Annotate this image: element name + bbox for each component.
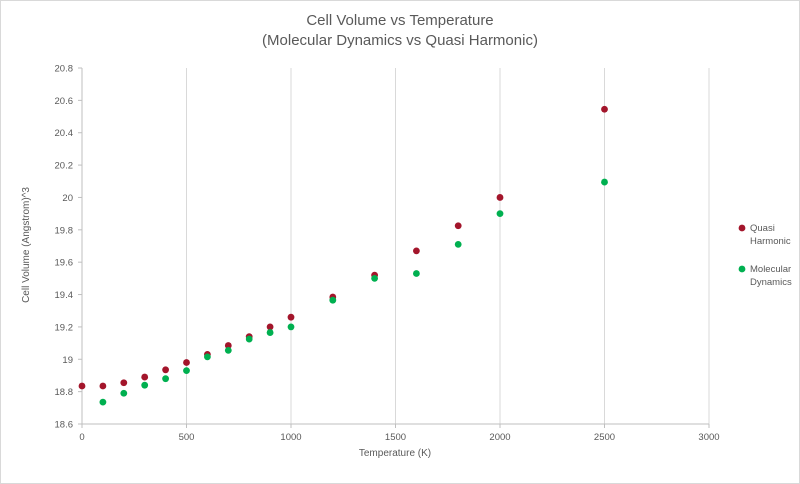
y-tick-label: 20.2 [55,161,74,172]
y-tick-label: 20.8 [55,64,74,75]
point-molecular-dynamics [120,389,128,397]
point-quasi-harmonic [78,382,86,390]
axes [78,67,710,428]
point-molecular-dynamics [99,398,107,406]
x-tick-label: 2500 [594,432,615,443]
point-quasi-harmonic [413,247,420,255]
x-tick-label: 3000 [698,432,719,443]
chart-title: Cell Volume vs Temperature [306,12,494,29]
x-tick-label: 500 [179,432,195,443]
point-quasi-harmonic [162,366,170,374]
point-quasi-harmonic [120,379,128,387]
y-tick-label: 19.8 [55,225,74,236]
point-molecular-dynamics [266,329,274,336]
y-tick-labels: 18.6 18.8 19 19.2 19.4 19.6 19.8 20 20.2 20.4 20.6… [55,64,74,431]
point-molecular-dynamics [224,346,232,354]
point-molecular-dynamics [413,270,420,277]
y-tick-label: 20.6 [55,96,74,107]
legend: Quasi Harmonic Molecular Dynamics [738,223,792,288]
y-tick-label: 20.4 [55,128,74,139]
point-molecular-dynamics [329,296,337,304]
point-quasi-harmonic [266,323,274,331]
legend-label-quasi-harmonic: Quasi [750,223,775,234]
point-quasi-harmonic [287,313,295,321]
point-molecular-dynamics [601,178,608,186]
y-tick-label: 19 [62,355,73,366]
point-molecular-dynamics [496,210,504,218]
y-tick-label: 18.6 [55,420,74,431]
gridlines [186,68,710,424]
x-tick-label: 2000 [489,432,510,443]
legend-label-molecular-dynamics: Dynamics [750,277,792,288]
y-tick-label: 19.6 [55,258,74,269]
x-tick-label: 0 [79,432,84,443]
point-quasi-harmonic [601,105,608,113]
point-molecular-dynamics [141,381,149,389]
point-molecular-dynamics [454,240,462,248]
legend-label-quasi-harmonic: Harmonic [750,236,791,247]
x-tick-label: 1500 [385,432,406,443]
point-quasi-harmonic [141,373,149,381]
x-tick-labels: 0 500 1000 1500 2000 2500 3000 [79,432,719,443]
point-quasi-harmonic [224,342,232,349]
point-molecular-dynamics [204,353,211,361]
legend-label-molecular-dynamics: Molecular [750,264,791,275]
point-molecular-dynamics [287,323,295,331]
legend-marker-quasi-harmonic [738,224,746,232]
point-quasi-harmonic [454,222,462,230]
point-molecular-dynamics [371,274,378,282]
y-tick-label: 20 [62,193,73,204]
point-quasi-harmonic [496,194,504,201]
chart-subtitle: (Molecular Dynamics vs Quasi Harmonic) [262,32,538,49]
point-quasi-harmonic [99,382,107,390]
y-axis-label: Cell Volume (Angstrom)^3 [21,187,32,303]
point-molecular-dynamics [183,367,190,374]
y-tick-label: 19.2 [55,322,74,333]
data-points [78,105,608,406]
x-tick-label: 1000 [280,432,301,443]
point-molecular-dynamics [245,335,253,343]
x-axis-label: Temperature (K) [359,448,431,459]
point-quasi-harmonic [183,359,190,366]
point-molecular-dynamics [162,375,170,383]
y-tick-label: 18.8 [55,387,74,398]
y-tick-label: 19.4 [55,290,74,301]
legend-marker-molecular-dynamics [738,265,746,273]
